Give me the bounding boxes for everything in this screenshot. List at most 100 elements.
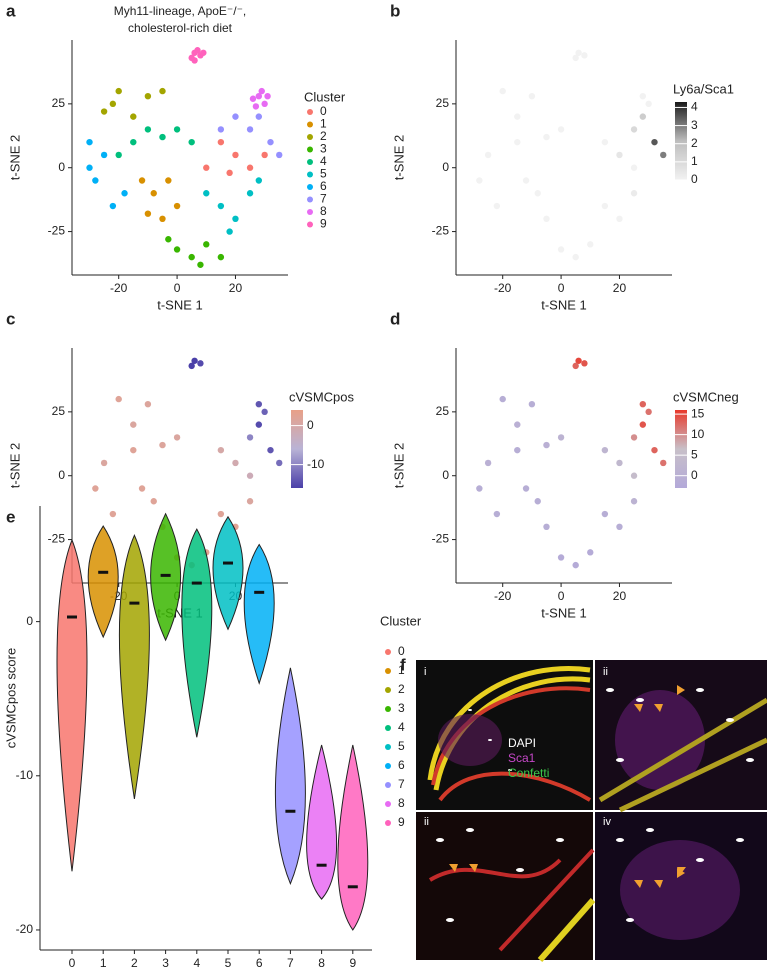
point	[557, 246, 565, 253]
violin	[337, 744, 369, 931]
point	[173, 202, 181, 210]
legend-label: 9	[320, 217, 327, 231]
legend-label: 8	[398, 796, 405, 810]
y-tick-label: 0	[26, 614, 33, 628]
point	[144, 126, 152, 133]
y-axis-label: t-SNE 2	[391, 443, 406, 489]
colorbar-tick-label: 15	[691, 406, 705, 420]
point	[476, 177, 483, 184]
point	[173, 246, 181, 253]
y-axis-label: t-SNE 2	[7, 135, 22, 181]
point	[188, 253, 195, 261]
point	[601, 138, 609, 146]
point	[601, 446, 609, 454]
point	[543, 215, 550, 223]
point	[115, 151, 122, 159]
channel-label: Confetti	[508, 766, 549, 780]
point	[232, 113, 239, 120]
panel-label: e	[6, 507, 15, 526]
point	[616, 459, 623, 467]
point	[100, 459, 108, 467]
point	[100, 108, 108, 115]
point	[252, 103, 260, 110]
y-tick-label: -25	[432, 532, 450, 546]
point	[514, 113, 521, 120]
point	[203, 190, 210, 197]
y-tick-label: 0	[442, 160, 449, 174]
point	[264, 92, 271, 100]
point	[188, 138, 195, 146]
point	[138, 177, 146, 184]
point	[246, 126, 254, 133]
legend-label: 5	[320, 167, 327, 181]
point	[639, 421, 647, 428]
point	[92, 485, 99, 492]
point	[246, 498, 254, 505]
point	[572, 54, 579, 62]
point	[255, 177, 263, 184]
point	[601, 202, 609, 210]
point	[109, 100, 117, 108]
violin	[274, 667, 306, 886]
colorbar-tick-label: 0	[691, 172, 698, 186]
legend-label: 6	[398, 758, 405, 772]
point	[572, 561, 579, 569]
y-tick-label: -10	[16, 768, 34, 782]
point	[660, 459, 667, 467]
point	[255, 421, 263, 428]
point	[226, 169, 233, 177]
legend-label: 1	[320, 117, 327, 131]
point	[165, 236, 172, 243]
point	[159, 133, 166, 141]
point	[587, 241, 594, 248]
point	[255, 400, 263, 408]
legend-marker	[307, 146, 313, 153]
point	[217, 446, 225, 454]
point	[255, 113, 263, 120]
channel-label: DAPI	[508, 736, 536, 750]
point	[203, 164, 210, 171]
point	[191, 357, 198, 364]
x-tick-label: 9	[349, 956, 356, 967]
legend-label: 0	[398, 644, 405, 658]
point	[197, 360, 204, 367]
nuclei	[436, 688, 754, 922]
colorbar-tick-label: 3	[691, 118, 698, 132]
legend-marker	[385, 668, 391, 674]
colorbar-tick-label: -10	[307, 457, 325, 471]
violin	[150, 512, 182, 642]
point	[130, 138, 137, 146]
y-tick-label: 25	[52, 404, 66, 418]
point	[499, 395, 506, 403]
x-tick-label: 20	[613, 281, 627, 295]
point	[200, 49, 207, 56]
legend-marker	[307, 134, 313, 140]
point	[651, 138, 658, 146]
point	[587, 549, 594, 556]
point	[630, 434, 638, 441]
point	[159, 87, 166, 95]
point	[150, 498, 157, 505]
legend-marker	[307, 121, 313, 128]
legend-label: 0	[320, 104, 327, 118]
x-tick-label: -20	[494, 281, 512, 295]
panel-label: f	[400, 655, 406, 674]
colorbar	[675, 102, 687, 180]
point	[651, 446, 658, 454]
point	[630, 498, 638, 505]
point	[217, 126, 225, 133]
point	[484, 151, 492, 159]
point	[616, 215, 623, 223]
point	[581, 52, 588, 59]
point	[188, 362, 195, 370]
legend-marker	[385, 744, 391, 750]
arrowheads	[449, 685, 686, 888]
legend-label: 9	[398, 815, 405, 829]
point	[246, 472, 254, 479]
colorbar-tick-label: 5	[691, 447, 698, 461]
legend-label: 1	[398, 663, 405, 677]
point	[226, 228, 233, 235]
legend-marker	[385, 649, 391, 655]
legend-marker	[385, 763, 391, 769]
legend-label: 8	[320, 204, 327, 218]
